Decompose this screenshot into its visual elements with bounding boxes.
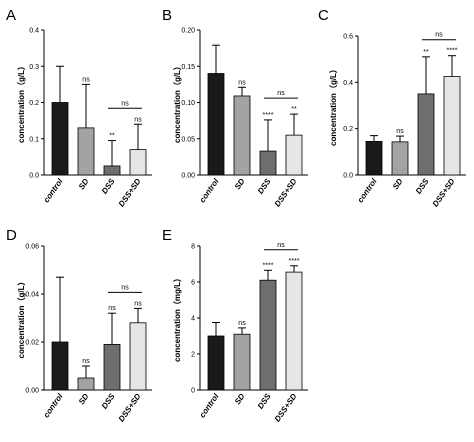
y-tick-label: 0.6 <box>343 34 353 41</box>
x-tick-label: DSS <box>256 391 273 410</box>
y-tick-label: 0.2 <box>343 126 353 133</box>
x-tick-label: DSS <box>100 391 117 410</box>
bracket-label: ns <box>277 242 285 249</box>
significance-label: ** <box>291 106 297 113</box>
y-tick-label: 0 <box>191 388 195 395</box>
significance-label: **** <box>263 262 274 269</box>
significance-label: **** <box>447 48 458 55</box>
x-tick-label: DSS <box>414 176 431 195</box>
bar-control <box>207 73 225 176</box>
y-tick-label: 0.05 <box>181 136 195 143</box>
bracket-label: ns <box>121 100 129 107</box>
x-tick-label: DSS <box>256 176 273 195</box>
significance-label: ns <box>396 128 404 135</box>
significance-label: ns <box>82 76 90 83</box>
bar-sd <box>233 95 251 176</box>
y-axis-label: concentration（mg/L） <box>172 274 182 362</box>
bracket-label: ns <box>121 284 129 291</box>
x-tick-label: SD <box>77 177 91 191</box>
x-tick-label: control <box>198 176 221 204</box>
y-tick-label: 4 <box>191 316 195 323</box>
x-tick-label: SD <box>391 177 405 191</box>
x-tick-label: DSS+SD <box>117 177 143 209</box>
bar-dss <box>103 165 121 176</box>
y-tick-label: 0.4 <box>29 28 39 35</box>
x-tick-label: DSS <box>100 176 117 195</box>
significance-label: **** <box>289 258 300 265</box>
bar-dss <box>103 343 121 391</box>
x-tick-label: control <box>198 391 221 419</box>
y-tick-label: 6 <box>191 280 195 287</box>
y-tick-label: 0.1 <box>29 136 39 143</box>
x-tick-label: DSS+SD <box>431 177 457 209</box>
x-tick-label: control <box>356 176 379 204</box>
significance-label: ns <box>82 358 90 365</box>
y-axis-label: concentration（g/L） <box>172 62 182 143</box>
y-axis-label: concentration（g/L） <box>16 278 26 359</box>
bar-control <box>51 341 69 391</box>
panel-letter-d: D <box>6 227 17 244</box>
panel-letter-e: E <box>162 227 172 244</box>
x-tick-label: SD <box>233 392 247 406</box>
x-tick-label: control <box>42 176 65 204</box>
bar-control <box>51 102 69 176</box>
bar-control <box>365 141 383 176</box>
y-tick-label: 0.20 <box>181 28 195 35</box>
y-tick-label: 0.06 <box>25 244 39 251</box>
bar-sd <box>233 333 251 391</box>
bracket-label: ns <box>277 90 285 97</box>
significance-label: **** <box>263 112 274 119</box>
bar-control <box>207 335 225 391</box>
significance-label: ** <box>109 133 115 140</box>
significance-label: ns <box>238 320 246 327</box>
panel-letter-b: B <box>162 7 172 24</box>
panel-letter-a: A <box>6 7 16 24</box>
y-tick-label: 0.04 <box>25 292 39 299</box>
x-tick-label: SD <box>77 392 91 406</box>
x-tick-label: DSS+SD <box>273 177 299 209</box>
bar-dss-sd <box>129 322 147 391</box>
bracket-label: ns <box>435 32 443 39</box>
y-tick-label: 2 <box>191 352 195 359</box>
bar-dss-sd <box>443 76 461 176</box>
x-tick-label: control <box>42 391 65 419</box>
y-tick-label: 0.3 <box>29 64 39 71</box>
significance-label: ns <box>134 300 142 307</box>
bar-sd <box>391 141 409 176</box>
bar-dss <box>417 93 435 176</box>
bar-sd <box>77 377 95 391</box>
x-tick-label: DSS+SD <box>117 392 143 424</box>
y-tick-label: 0.0 <box>29 173 39 180</box>
bar-dss-sd <box>129 149 147 176</box>
y-tick-label: 8 <box>191 244 195 251</box>
bar-dss <box>259 150 277 176</box>
y-axis-label: concentration（g/L） <box>328 65 338 146</box>
x-tick-label: SD <box>233 177 247 191</box>
y-axis-label: concentration（g/L） <box>16 62 26 143</box>
y-tick-label: 0.02 <box>25 340 39 347</box>
significance-label: ns <box>238 79 246 86</box>
y-tick-label: 0.2 <box>29 100 39 107</box>
panel-letter-c: C <box>318 7 329 24</box>
bar-dss <box>259 279 277 391</box>
y-tick-label: 0.00 <box>25 388 39 395</box>
y-tick-label: 0.10 <box>181 100 195 107</box>
bar-dss-sd <box>285 271 303 391</box>
bar-dss-sd <box>285 134 303 176</box>
y-tick-label: 0.15 <box>181 64 195 71</box>
y-tick-label: 0.00 <box>181 173 195 180</box>
x-tick-label: DSS+SD <box>273 392 299 424</box>
significance-label: ns <box>108 305 116 312</box>
y-tick-label: 0.4 <box>343 80 353 87</box>
significance-label: ** <box>423 49 429 56</box>
y-tick-label: 0.0 <box>343 173 353 180</box>
bar-sd <box>77 127 95 176</box>
significance-label: ns <box>134 116 142 123</box>
